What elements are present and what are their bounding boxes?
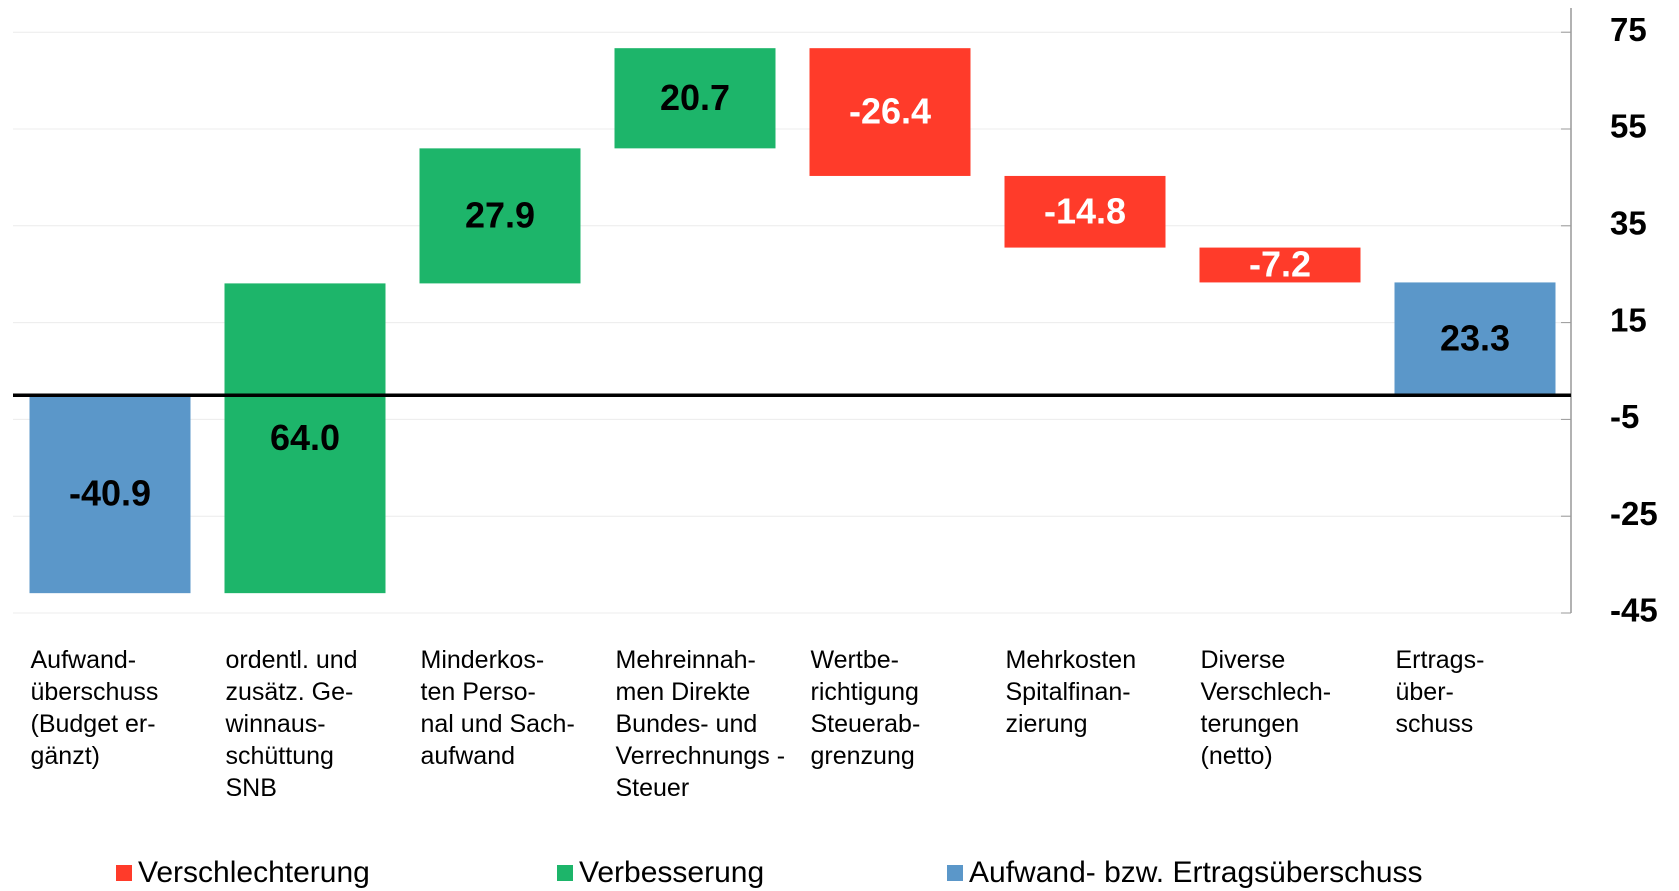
value-label: -14.8 [1044, 190, 1126, 231]
value-label: 64.0 [270, 417, 340, 458]
y-tick-label: 15 [1610, 301, 1647, 338]
y-tick-label: 75 [1610, 11, 1647, 48]
legend-item: Verschlechterung [116, 856, 370, 890]
legend-item: Verbesserung [557, 856, 764, 890]
y-tick-label: -45 [1610, 592, 1658, 629]
value-label: 20.7 [660, 77, 730, 118]
bar [419, 148, 581, 284]
value-label: -7.2 [1249, 244, 1311, 285]
value-label: -26.4 [849, 91, 931, 132]
legend-label: Verschlechterung [138, 856, 370, 889]
x-tick-label: Minderkos- ten Perso- nal und Sach- aufw… [420, 646, 575, 770]
x-tick-label: Mehreinnah- men Direkte Bundes- und Verr… [615, 646, 786, 802]
y-tick-label: -25 [1610, 495, 1658, 532]
legend-label: Aufwand- bzw. Ertragsüberschuss [969, 856, 1423, 889]
bar [1394, 282, 1556, 396]
x-tick-label: Ertrags- über- schuss [1395, 646, 1485, 738]
bar [29, 395, 191, 594]
value-label: 27.9 [465, 194, 535, 235]
bar [224, 283, 386, 594]
y-tick-label: -5 [1610, 398, 1639, 435]
legend-swatch [116, 865, 132, 881]
x-tick-label: Wertbe- richtigung Steuerab- grenzung [810, 646, 921, 770]
y-tick-label: 55 [1610, 108, 1647, 145]
x-tick-label: Aufwand- überschuss (Budget er- gänzt) [30, 646, 159, 770]
legend-label: Verbesserung [579, 856, 765, 889]
legend-item: Aufwand- bzw. Ertragsüberschuss [947, 856, 1423, 890]
y-tick-label: 35 [1610, 205, 1647, 242]
legend-swatch [947, 865, 963, 881]
bar [1004, 175, 1166, 248]
x-tick-label: Mehrkosten Spitalfinan- zierung [1005, 646, 1137, 738]
legend-swatch [557, 865, 573, 881]
bar [1199, 247, 1361, 283]
bar [809, 48, 971, 176]
bar [614, 48, 776, 149]
value-label: 23.3 [1440, 317, 1510, 358]
x-tick-label: ordentl. und zusätz. Ge- winnaus- schütt… [225, 646, 358, 802]
x-tick-label: Diverse Verschlech- terungen (netto) [1200, 646, 1332, 770]
value-label: -40.9 [69, 473, 151, 514]
